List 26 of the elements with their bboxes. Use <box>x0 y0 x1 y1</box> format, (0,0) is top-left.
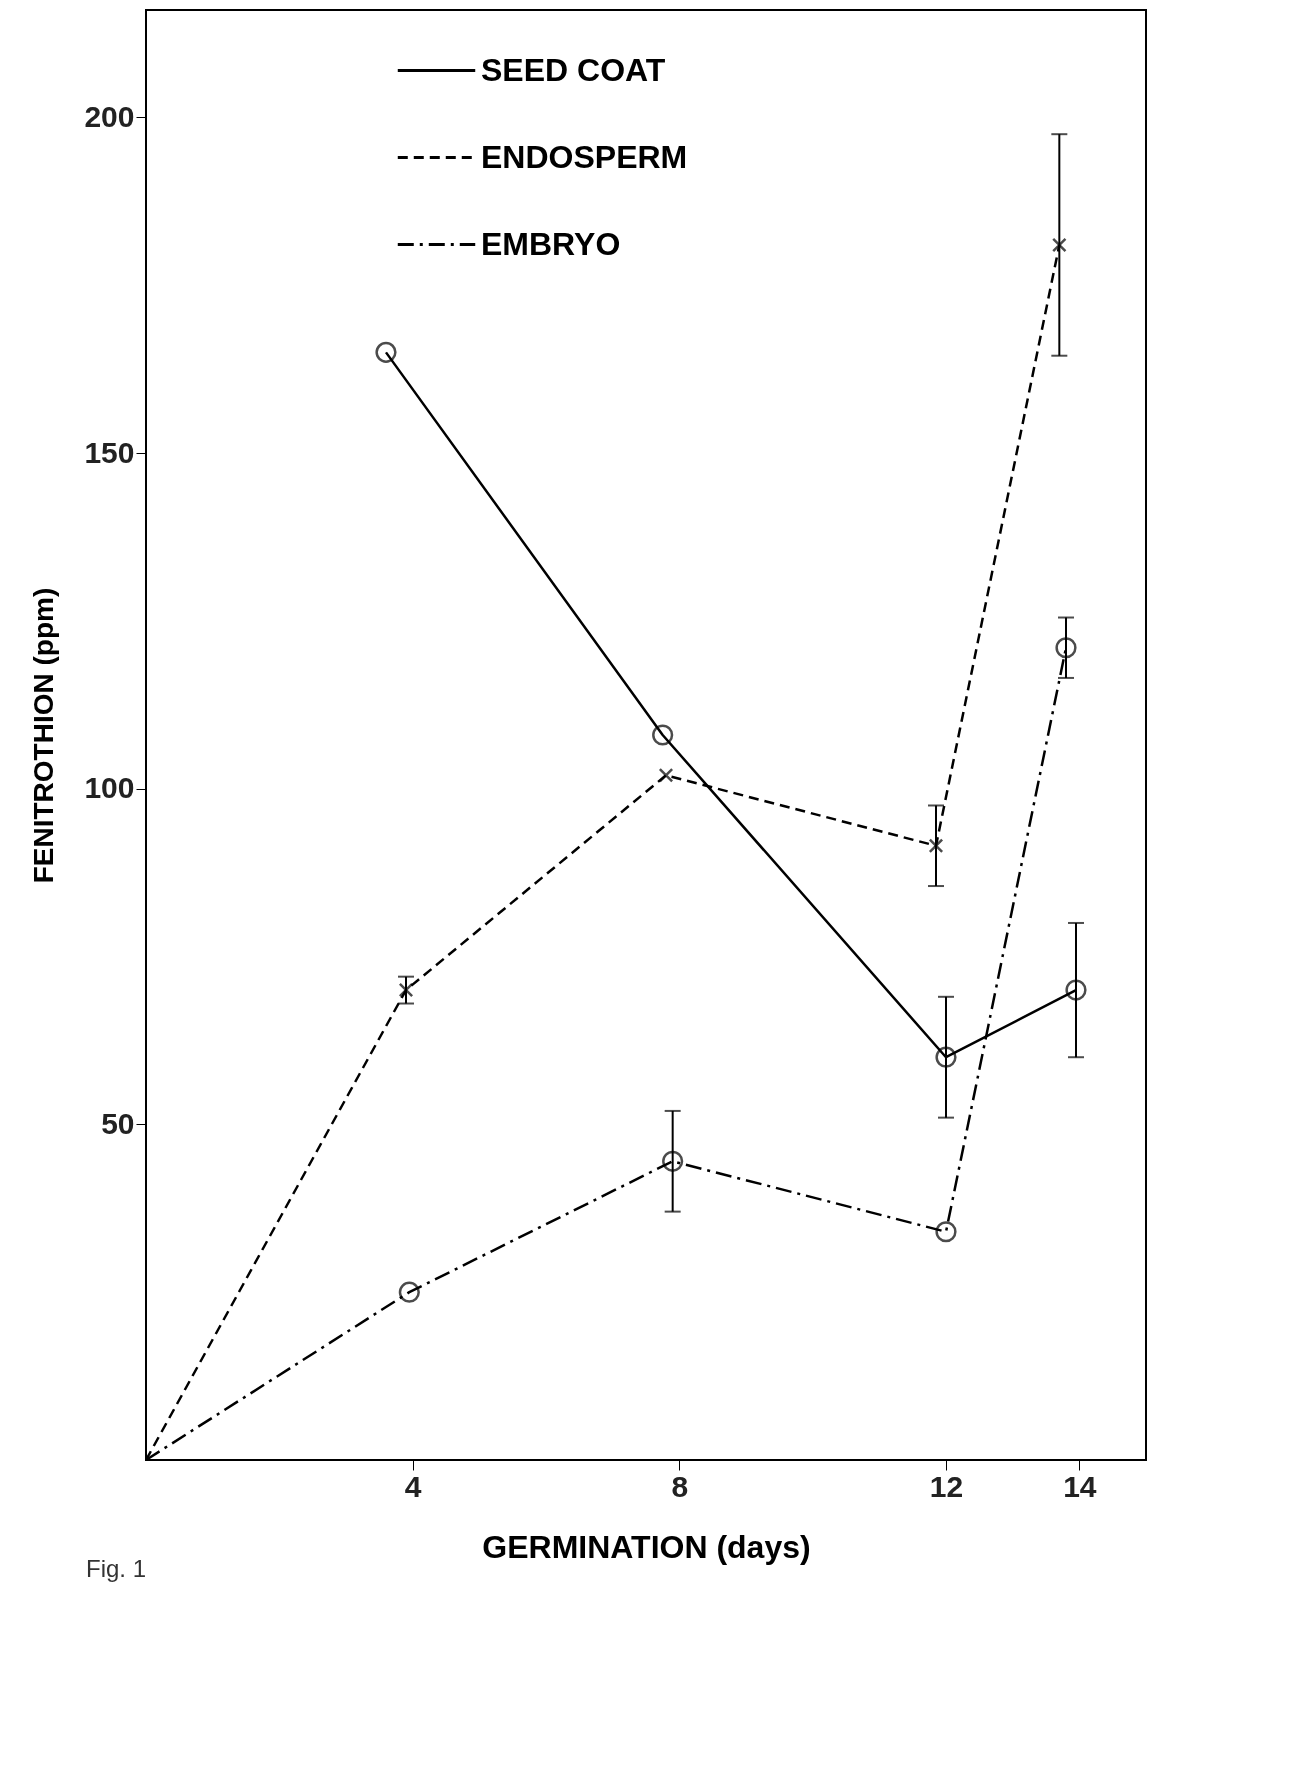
y-tick-label: 100 <box>84 771 135 805</box>
legend-label: ENDOSPERM <box>481 138 688 175</box>
caption: Fig. 1 <box>86 1555 147 1582</box>
y-tick-label: 200 <box>84 99 135 133</box>
point <box>375 341 397 363</box>
point <box>398 982 414 998</box>
y-tick-label: 50 <box>101 1106 135 1140</box>
point <box>928 838 944 854</box>
point <box>935 1221 957 1243</box>
x-tick-label: 4 <box>404 1469 422 1503</box>
legend-label: SEED COAT <box>481 51 666 88</box>
x-tick-label: 14 <box>1063 1469 1097 1503</box>
point <box>662 1150 684 1172</box>
point <box>658 767 674 783</box>
y-tick-label: 150 <box>84 435 135 469</box>
legend-label: EMBRYO <box>481 225 621 262</box>
point <box>935 1046 957 1068</box>
point <box>398 1281 420 1303</box>
x-axis-title: GERMINATION (days) <box>482 1528 811 1565</box>
x-tick-label: 12 <box>929 1469 964 1503</box>
x-tick-label: 8 <box>671 1469 689 1503</box>
point <box>1055 637 1077 659</box>
point <box>1065 979 1087 1001</box>
y-axis-title: FENITROTHION (ppm) <box>28 587 60 884</box>
point <box>1051 237 1067 253</box>
point <box>652 724 674 746</box>
